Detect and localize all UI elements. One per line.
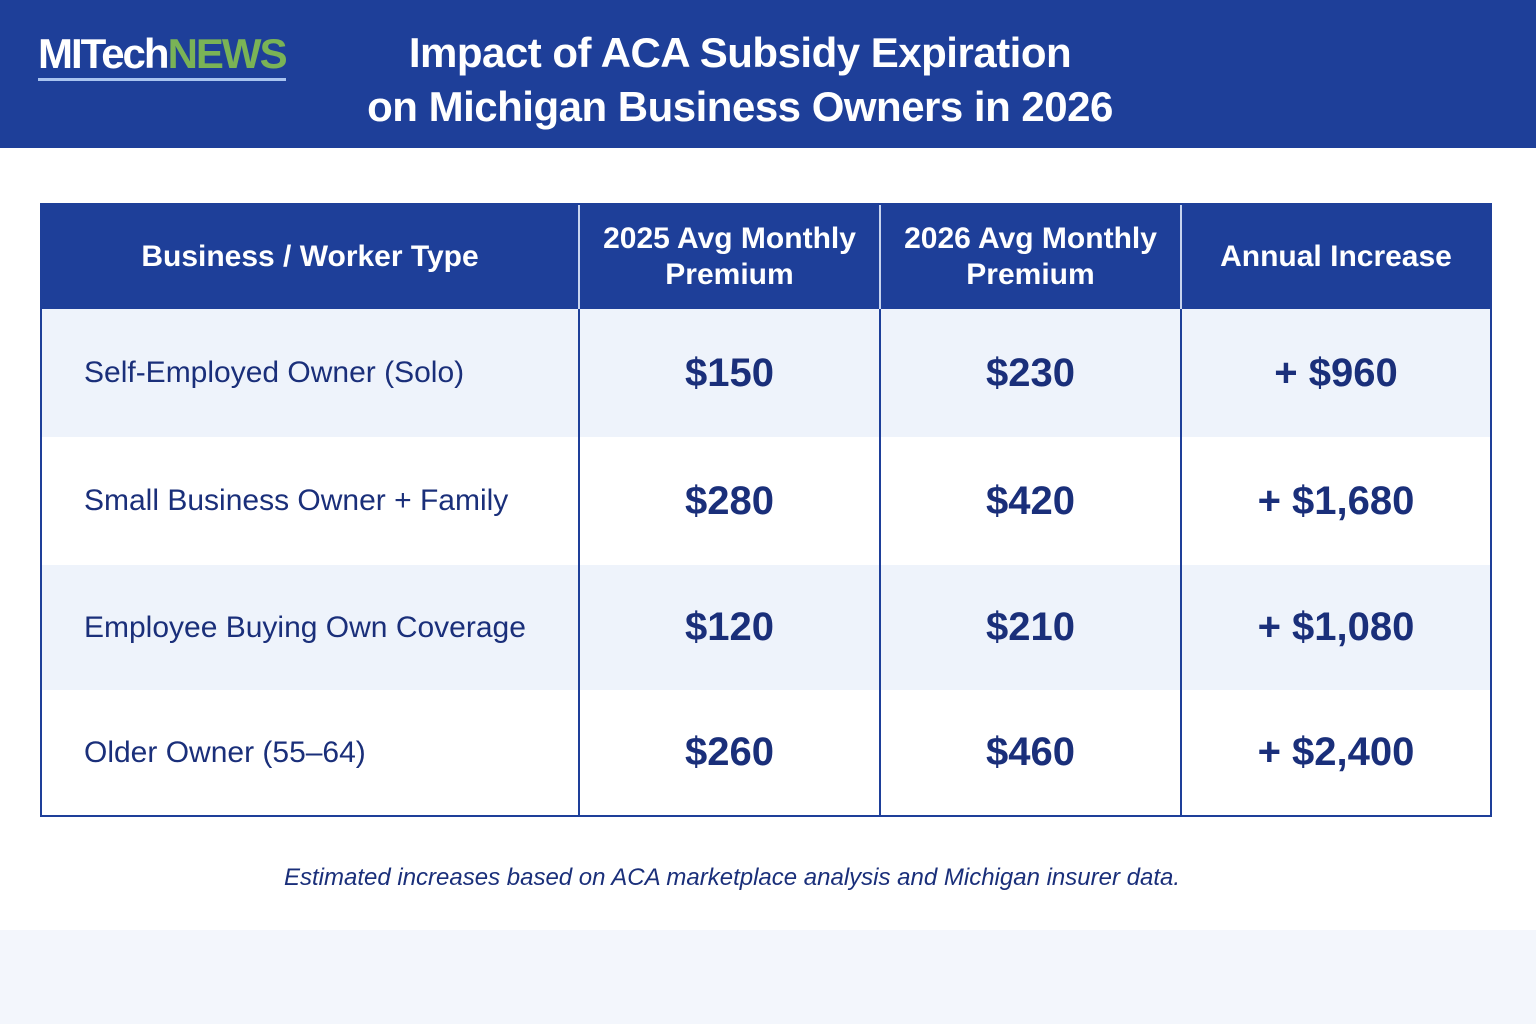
premium-2026-cell: $420	[881, 437, 1182, 565]
header-cell: 2026 Avg Monthly Premium	[881, 205, 1182, 309]
type-cell: Self-Employed Owner (Solo)	[42, 309, 580, 437]
header-cell: 2025 Avg Monthly Premium	[580, 205, 881, 309]
table-header-row: Business / Worker Type 2025 Avg Monthly …	[42, 205, 1490, 309]
bottom-band	[0, 930, 1536, 1024]
premium-2026-cell: $230	[881, 309, 1182, 437]
logo-text-news: NEWS	[167, 30, 288, 77]
footnote: Estimated increases based on ACA marketp…	[283, 864, 1180, 891]
premium-2025-cell: $150	[580, 309, 881, 437]
premium-2026-cell: $460	[881, 690, 1182, 815]
title-line-1: Impact of ACA Subsidy Expiration	[408, 29, 1072, 76]
title-line-2: on Michigan Business Owners in 2026	[367, 83, 1113, 130]
page-title: Impact of ACA Subsidy Expiration on Mich…	[330, 26, 1150, 134]
annual-increase-cell: + $1,080	[1257, 605, 1415, 649]
header-cell: Business / Worker Type	[42, 205, 580, 309]
type-cell: Employee Buying Own Coverage	[42, 565, 580, 690]
table-row: Self-Employed Owner (Solo) $150 $230 + $…	[42, 309, 1490, 437]
annual-increase-cell: + $1,680	[1257, 478, 1415, 523]
premium-table: Business / Worker Type 2025 Avg Monthly …	[40, 203, 1492, 817]
table-row: Employee Buying Own Coverage $120 $210 +…	[42, 565, 1490, 690]
premium-2025-cell: $260	[580, 690, 881, 815]
header-banner: MITechNEWS Impact of ACA Subsidy Expirat…	[0, 0, 1536, 148]
header-cell: Annual Increase	[1220, 240, 1452, 273]
premium-2026-cell: $210	[881, 565, 1182, 690]
logo-text-mitech: MITech	[38, 30, 170, 77]
table-row: Older Owner (55–64) $260 $460 + $2,400	[42, 690, 1490, 815]
type-cell: Small Business Owner + Family	[42, 437, 580, 565]
annual-increase-cell: + $960	[1274, 350, 1398, 395]
logo: MITechNEWS	[38, 30, 288, 81]
annual-increase-cell: + $2,400	[1257, 730, 1415, 774]
type-cell: Older Owner (55–64)	[42, 690, 580, 815]
premium-2025-cell: $120	[580, 565, 881, 690]
table-row: Small Business Owner + Family $280 $420 …	[42, 437, 1490, 565]
premium-2025-cell: $280	[580, 437, 881, 565]
